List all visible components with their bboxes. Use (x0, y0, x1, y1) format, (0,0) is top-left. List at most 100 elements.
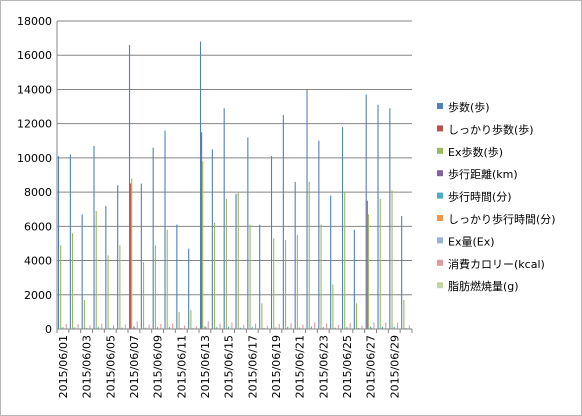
x-tick-label: 2015/06/01 (57, 335, 70, 398)
bar (172, 323, 174, 329)
bar (211, 149, 213, 329)
legend-label: 歩行距離(km) (448, 167, 518, 181)
bar (341, 127, 344, 329)
bar (290, 323, 292, 329)
bar (140, 183, 142, 329)
bar (184, 325, 186, 329)
bar (225, 198, 227, 329)
y-tick-label: 14000 (17, 83, 52, 96)
legend-swatch (437, 259, 443, 266)
y-tick-label: 10000 (17, 152, 52, 165)
y-tick-label: 0 (45, 323, 52, 336)
bar (310, 326, 312, 329)
bar (370, 326, 372, 329)
bar (201, 132, 203, 329)
bar (353, 229, 355, 329)
bar (405, 327, 407, 329)
bar (255, 323, 257, 329)
bar (302, 324, 304, 329)
bar (124, 324, 126, 329)
legend-label: しっかり歩行時間(分) (448, 212, 556, 226)
bar (397, 322, 399, 329)
bar (207, 321, 209, 329)
bar (60, 245, 62, 329)
bar (282, 115, 284, 329)
x-tick-label: 2015/06/23 (317, 335, 330, 398)
legend-label: 歩数(歩) (448, 100, 490, 114)
bar (332, 284, 334, 329)
legend-label: 脂肪燃焼量(g) (448, 279, 519, 293)
legend-swatch (437, 125, 443, 132)
bar (117, 185, 119, 329)
bar (176, 224, 178, 329)
bar (408, 325, 410, 329)
x-tick-label: 2015/06/15 (223, 335, 236, 398)
x-tick-label: 2015/06/07 (128, 335, 141, 398)
bar (145, 327, 147, 329)
bar (180, 327, 182, 329)
bar (249, 224, 251, 329)
bar (121, 327, 123, 329)
y-tick-label: 4000 (24, 255, 52, 268)
bar (204, 326, 206, 329)
bar (349, 323, 351, 329)
x-tick-label: 2015/06/21 (294, 335, 307, 398)
bar (263, 327, 265, 329)
bar (366, 200, 368, 329)
legend-swatch (437, 215, 443, 221)
bar (296, 234, 298, 329)
bar (62, 327, 64, 329)
y-tick-label: 2000 (24, 289, 52, 302)
bar (330, 195, 332, 329)
bar (337, 324, 339, 329)
x-tick-label: 2015/06/17 (246, 335, 259, 398)
bar (299, 327, 301, 329)
bar (164, 130, 166, 329)
axes: 0 2000 4000 6000 8000 10000 12000 14000 16000 180… (17, 15, 413, 398)
bar (128, 44, 131, 329)
legend-label: 消費カロリー(kcal) (448, 257, 545, 271)
bar (334, 327, 336, 329)
legend-swatch (437, 147, 443, 154)
legend-label: 歩行時間(分) (448, 190, 512, 204)
bar (247, 137, 249, 329)
bar (361, 325, 363, 329)
bar (190, 310, 192, 329)
bar (326, 323, 328, 329)
bar (178, 311, 180, 329)
bar (143, 262, 145, 329)
bar (266, 325, 268, 329)
bar (77, 323, 79, 329)
bar (401, 216, 403, 329)
bar (95, 210, 97, 329)
bar (373, 322, 375, 329)
bar (223, 108, 225, 330)
bar (168, 327, 170, 329)
bar (157, 327, 159, 329)
bars (57, 41, 412, 330)
bar (188, 248, 190, 329)
x-tick-label: 2015/06/25 (341, 335, 354, 398)
y-tick-label: 6000 (24, 220, 52, 233)
bar (202, 161, 204, 329)
bar (228, 326, 230, 329)
bar (214, 222, 216, 329)
bar (393, 326, 395, 329)
y-tick-label: 18000 (17, 15, 52, 28)
bar (101, 323, 103, 329)
bar (119, 245, 121, 329)
legend-swatch (437, 192, 443, 199)
bar (105, 205, 107, 329)
bar (259, 224, 261, 329)
bar (113, 325, 115, 329)
bar (74, 327, 76, 329)
bar (275, 327, 277, 329)
bar (219, 323, 221, 329)
bar (381, 326, 383, 329)
bar (385, 322, 387, 329)
bar (130, 183, 132, 329)
bar (371, 327, 373, 329)
bar (389, 108, 391, 330)
bar (237, 192, 239, 329)
x-tick-label: 2015/06/11 (175, 335, 188, 398)
